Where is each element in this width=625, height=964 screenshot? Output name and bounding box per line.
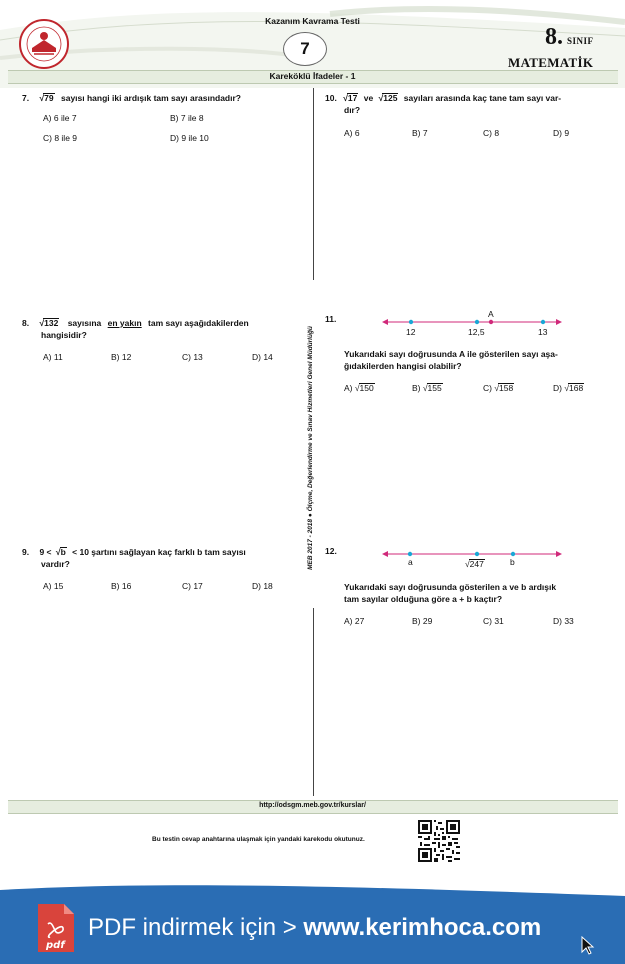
option-9a[interactable]: A) 15 xyxy=(43,581,64,591)
footer-url[interactable]: http://odsgm.meb.gov.tr/kurslar/ xyxy=(259,802,366,809)
question-12-text: Yukarıdaki sayı doğrusunda gösterilen a … xyxy=(344,581,614,605)
topic-bar xyxy=(8,70,618,84)
number-line-11 xyxy=(378,308,568,340)
question-text-b: < 10 şartını sağlayan kaç farklı b tam s… xyxy=(72,547,246,557)
pdf-icon: pdf xyxy=(36,902,76,954)
question-7: 7. √79 sayısı hangi iki ardışık tam sayı… xyxy=(22,92,302,104)
question-12-number: 12. xyxy=(325,546,337,556)
question-11-number: 11. xyxy=(325,314,337,324)
question-number: 10. xyxy=(325,93,337,103)
tick-label-12-5: 12,5 xyxy=(468,327,485,337)
option-10a[interactable]: A) 6 xyxy=(344,128,360,138)
option-11d[interactable]: D) √168 xyxy=(553,383,585,393)
option-12b[interactable]: B) 29 xyxy=(412,616,433,626)
grade-word: SINIF xyxy=(567,36,594,46)
question-text-line1: Yukarıdaki sayı doğrusunda gösterilen a … xyxy=(344,582,557,592)
tick-label-b: b xyxy=(510,557,515,567)
option-8c[interactable]: C) 13 xyxy=(182,352,203,362)
meb-logo xyxy=(18,18,70,70)
option-7b[interactable]: B) 7 ile 8 xyxy=(170,113,204,123)
option-8d[interactable]: D) 14 xyxy=(252,352,273,362)
question-text-line2: hangisidir? xyxy=(41,330,87,340)
option-10b[interactable]: B) 7 xyxy=(412,128,428,138)
option-11a[interactable]: A) √150 xyxy=(344,383,375,393)
option-7a[interactable]: A) 6 ile 7 xyxy=(43,113,77,123)
question-8: 8. √132 sayısına en yakın tam sayı aşağı… xyxy=(22,317,302,341)
point-12-5 xyxy=(474,319,480,325)
tick-label-13: 13 xyxy=(538,327,548,337)
question-9: 9. 9 < √b < 10 şartını sağlayan kaç fark… xyxy=(22,546,304,570)
column-divider-top xyxy=(313,88,314,280)
question-text-a: 9 < xyxy=(39,547,52,557)
question-text-line2: tam sayılar olduğuna göre a + b kaçtır? xyxy=(344,594,503,604)
tick-label-12: 12 xyxy=(406,327,416,337)
banner-text[interactable]: PDF indirmek için > www.kerimhoca.com xyxy=(88,914,541,942)
option-12a[interactable]: A) 27 xyxy=(344,616,365,626)
banner-text-b[interactable]: www.kerimhoca.com xyxy=(303,914,542,941)
question-text-emphasis: en yakın xyxy=(107,318,142,328)
tick-label-a: a xyxy=(408,557,413,567)
sqrt-expression-b: √125 xyxy=(378,93,399,103)
grade-label: 8. SINIF xyxy=(545,24,594,51)
point-a xyxy=(488,319,494,325)
test-title: Kazanım Kavrama Testi xyxy=(265,16,360,26)
question-text-c: tam sayı aşağıdakilerden xyxy=(148,318,249,328)
question-text-a: ve xyxy=(363,93,374,103)
question-text-b: sayıları arasında kaç tane tam sayı var- xyxy=(403,93,562,103)
option-11b[interactable]: B) √155 xyxy=(412,383,443,393)
topic-title: Kareköklü İfadeler - 1 xyxy=(269,71,356,81)
banner-text-a: PDF indirmek için > xyxy=(88,914,297,941)
question-text: sayısı hangi iki ardışık tam sayı arasın… xyxy=(60,93,241,103)
download-banner[interactable] xyxy=(0,882,625,964)
option-10c[interactable]: C) 8 xyxy=(483,128,500,138)
point-12 xyxy=(408,319,414,325)
test-number: 7 xyxy=(300,39,310,58)
column-divider-bottom xyxy=(313,608,314,796)
banner-wave xyxy=(0,882,625,964)
option-8a[interactable]: A) 11 xyxy=(43,352,63,362)
question-11-text: Yukarıdaki sayı doğrusunda A ile gösteri… xyxy=(344,348,614,372)
tick-label-sqrt247: √247 xyxy=(465,559,485,569)
question-text-line2: vardır? xyxy=(41,559,70,569)
option-12c[interactable]: C) 31 xyxy=(483,616,504,626)
question-text-a: sayısına xyxy=(67,318,102,328)
question-number: 8. xyxy=(22,318,30,328)
option-11c[interactable]: C) √158 xyxy=(483,383,515,393)
question-10: 10. √17 ve √125 sayıları arasında kaç ta… xyxy=(325,92,610,116)
question-text-line2: ğıdakilerden hangisi olabilir? xyxy=(344,361,462,371)
option-9b[interactable]: B) 16 xyxy=(111,581,132,591)
option-9d[interactable]: D) 18 xyxy=(252,581,273,591)
cursor-icon xyxy=(580,935,596,956)
question-number: 9. xyxy=(22,547,30,557)
point-label-a: A xyxy=(488,309,494,319)
sqrt-expression: √b xyxy=(55,547,67,557)
point-a xyxy=(407,551,413,557)
qr-code[interactable] xyxy=(418,820,460,862)
sqrt-expression-a: √17 xyxy=(343,93,359,103)
question-number: 7. xyxy=(22,93,30,103)
side-credit: MEB 2017 - 2018 ● Ölçme, Değerlendirme v… xyxy=(307,326,314,570)
grade-number: 8. xyxy=(545,24,563,50)
number-line-12 xyxy=(378,540,568,572)
subject-title: MATEMATİK xyxy=(508,55,594,70)
option-12d[interactable]: D) 33 xyxy=(553,616,574,626)
question-text-line1: Yukarıdaki sayı doğrusunda A ile gösteri… xyxy=(344,349,558,359)
option-9c[interactable]: C) 17 xyxy=(182,581,203,591)
footer-bar xyxy=(8,800,618,814)
test-number-badge: 7 xyxy=(283,32,327,66)
point-sqrt247 xyxy=(474,551,480,557)
sqrt-expression: √132 xyxy=(39,318,60,328)
option-8b[interactable]: B) 12 xyxy=(111,352,132,362)
question-text-line2: dır? xyxy=(344,105,361,115)
sqrt-expression: √79 xyxy=(39,93,55,103)
option-10d[interactable]: D) 9 xyxy=(553,128,570,138)
point-13 xyxy=(540,319,546,325)
option-7c[interactable]: C) 8 ile 9 xyxy=(43,133,78,143)
option-7d[interactable]: D) 9 ile 10 xyxy=(170,133,209,143)
point-b xyxy=(510,551,516,557)
qr-note: Bu testin cevap anahtarına ulaşmak için … xyxy=(152,836,365,843)
svg-text:pdf: pdf xyxy=(45,940,66,951)
